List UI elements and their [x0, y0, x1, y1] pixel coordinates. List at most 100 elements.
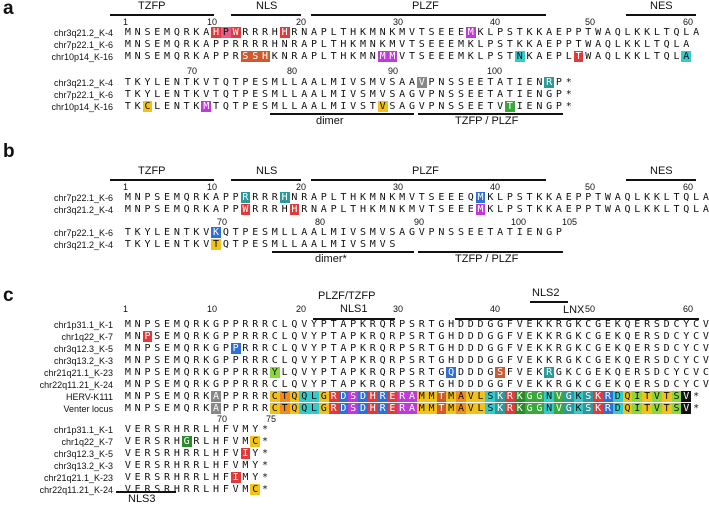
residue: K — [203, 319, 210, 330]
residue: E — [154, 39, 161, 50]
residue: V — [350, 89, 357, 100]
residue: N — [134, 391, 141, 402]
residue: P — [213, 51, 220, 62]
residue: I — [340, 77, 347, 88]
residue: P — [242, 101, 249, 112]
residue: K — [134, 101, 141, 112]
residue: E — [164, 367, 171, 378]
residue: L — [330, 27, 337, 38]
residue: V — [418, 227, 425, 238]
residue: P — [242, 89, 249, 100]
residue: R — [644, 331, 651, 342]
residue: S — [457, 101, 465, 112]
residue: S — [389, 77, 396, 88]
residue: K — [359, 319, 367, 330]
residue: K — [536, 27, 543, 38]
residue: Q — [663, 51, 670, 62]
residue: V — [124, 472, 131, 483]
residue: E — [387, 403, 398, 414]
residue: K — [593, 403, 604, 414]
residue: A — [456, 403, 466, 414]
residue: V — [408, 192, 416, 203]
residue: K — [575, 355, 582, 366]
residue: R — [328, 391, 339, 402]
residue: E — [546, 51, 553, 62]
residue: P — [222, 367, 229, 378]
residue: A — [497, 89, 504, 100]
residue: R — [389, 355, 396, 366]
residue: K — [593, 391, 604, 402]
residue: K — [546, 343, 553, 354]
ruler-a-50: 50 — [585, 17, 596, 27]
residue: G — [213, 355, 220, 366]
ruler-c-70: 70 — [217, 414, 228, 424]
residue: Y — [683, 331, 690, 342]
residue: H — [359, 204, 367, 215]
residue: Q — [291, 379, 298, 390]
residue: R — [262, 391, 269, 402]
residue: M — [330, 89, 337, 100]
residue: R — [193, 436, 200, 447]
residue: G — [408, 101, 416, 112]
seq-name: chr1q22_K-7 — [61, 437, 113, 447]
residue: H — [213, 424, 220, 435]
residue: G — [585, 367, 592, 378]
residue: Q — [183, 319, 190, 330]
residue: V — [379, 89, 386, 100]
residue: D — [612, 391, 623, 402]
residue: A — [301, 89, 308, 100]
residue: L — [340, 204, 347, 215]
residue: G — [213, 319, 220, 330]
residue: M — [475, 204, 486, 215]
residue: K — [467, 39, 474, 50]
ruler-b-60: 60 — [683, 182, 694, 192]
residue: L — [614, 51, 621, 62]
residue: M — [369, 77, 376, 88]
residue: A — [399, 77, 406, 88]
residue: G — [555, 367, 562, 378]
residue: M — [271, 239, 278, 250]
residue: V — [350, 77, 357, 88]
ruler-b-80: 80 — [315, 217, 326, 227]
residue: G — [565, 379, 572, 390]
residue: R — [369, 367, 376, 378]
residue: Q — [622, 391, 633, 402]
sequence-row: V E R S R H R R L H F V M Y * — [123, 460, 270, 471]
residue: Y — [144, 227, 151, 238]
residue: L — [291, 239, 298, 250]
residue: A — [301, 239, 308, 250]
ruler-b-10: 10 — [207, 182, 218, 192]
residue: R — [193, 331, 200, 342]
residue: L — [693, 204, 700, 215]
residue: K — [389, 27, 396, 38]
residue: H — [350, 27, 357, 38]
residue: T — [408, 51, 416, 62]
residue: R — [240, 192, 251, 203]
residue: F — [222, 448, 229, 459]
residue: V — [124, 448, 131, 459]
residue: R — [193, 391, 200, 402]
residue: G — [595, 331, 602, 342]
sequence-row: V E R S R H R R L H F V I Y * — [123, 448, 270, 459]
residue: S — [389, 89, 396, 100]
sequence-row: V E R S R H G R L H F V M C * — [123, 436, 270, 447]
tzfp-label-a: TZFP — [138, 0, 166, 12]
residue: P — [350, 379, 357, 390]
residue: S — [653, 319, 660, 330]
residue: Y — [252, 424, 259, 435]
ruler-c-10: 10 — [207, 304, 218, 314]
residue: E — [526, 227, 533, 238]
residue: Y — [683, 379, 690, 390]
ruler-c-30: 30 — [393, 304, 404, 314]
residue: K — [369, 204, 376, 215]
residue: E — [164, 391, 171, 402]
ruler-a-90: 90 — [388, 66, 399, 76]
residue: E — [457, 192, 465, 203]
residue: A — [693, 27, 700, 38]
panel-c-letter: c — [3, 285, 14, 306]
residue: N — [369, 51, 376, 62]
residue: A — [340, 343, 347, 354]
panel-a-letter: a — [3, 0, 14, 19]
residue: E — [134, 448, 141, 459]
